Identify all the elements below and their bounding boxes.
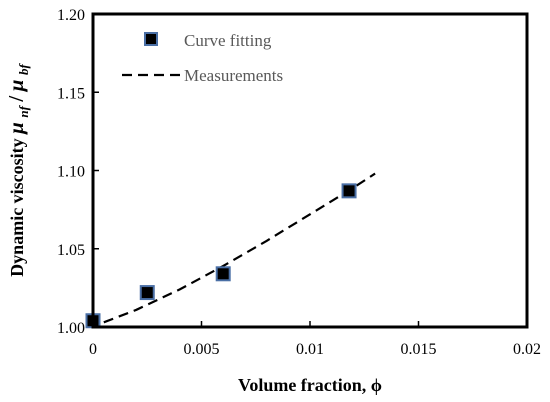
legend: Curve fitting Measurements [122, 31, 283, 85]
curve-fitting-marker [215, 266, 231, 282]
legend-marker-curve-fitting [144, 32, 158, 46]
x-tick-label: 0.005 [184, 341, 220, 358]
y-axis-title: Dynamic viscosity μ nf / μ bf [4, 63, 32, 277]
y-tick-label: 1.10 [57, 164, 85, 181]
y-axis-ticks: 1.00 1.05 1.10 1.15 1.20 [57, 7, 99, 337]
y-tick-label: 1.15 [57, 85, 85, 102]
y-axis-title-mu-base: μ [4, 80, 28, 93]
x-tick-label: 0.02 [513, 341, 541, 358]
legend-label-curve-fitting: Curve fitting [184, 31, 272, 50]
x-tick-label: 0 [89, 341, 97, 358]
curve-fitting-series [85, 183, 357, 329]
y-axis-title-nf: nf [16, 104, 31, 117]
curve-fitting-marker [341, 183, 357, 199]
plot-area-frame [91, 12, 529, 329]
y-axis-title-bf: bf [16, 63, 31, 76]
y-axis-title-prefix: Dynamic viscosity [7, 134, 27, 277]
legend-label-measurements: Measurements [184, 66, 283, 85]
x-tick-label: 0.015 [401, 341, 437, 358]
y-tick-label: 1.00 [57, 320, 85, 337]
x-tick-label: 0.01 [296, 341, 324, 358]
y-axis-title-mu: μ [4, 122, 28, 135]
y-tick-label: 1.05 [57, 242, 85, 259]
curve-fitting-marker [139, 285, 155, 301]
x-axis-title: Volume fraction, ϕ [238, 375, 382, 395]
y-axis-title-slash: / [4, 95, 28, 103]
y-tick-label: 1.20 [57, 7, 85, 24]
